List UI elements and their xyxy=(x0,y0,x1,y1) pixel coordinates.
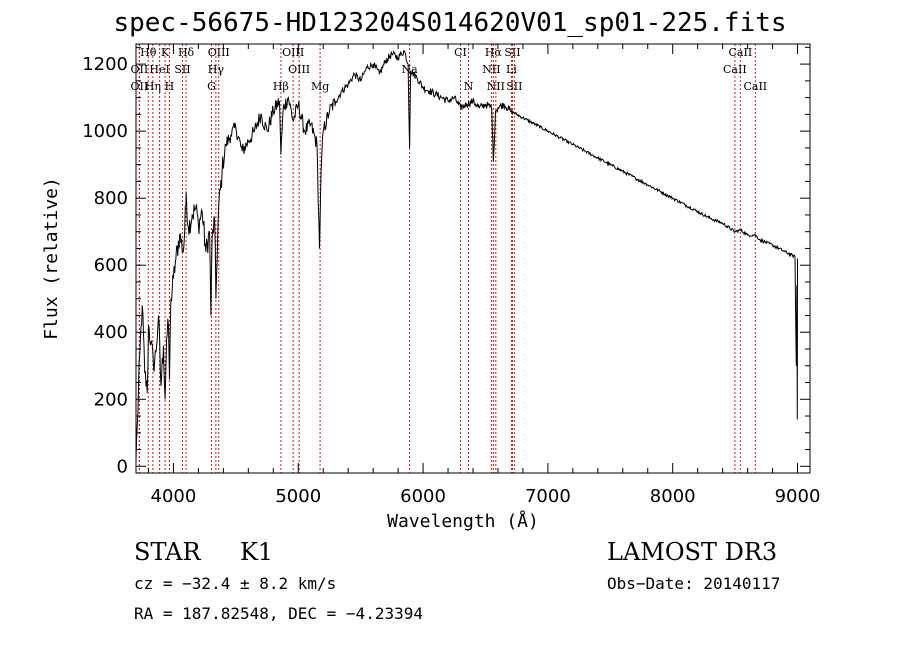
spectral-line-label: N xyxy=(464,80,474,93)
series-layer xyxy=(135,49,798,460)
spectral-line-label: Hγ xyxy=(208,63,225,76)
spectral-line-label: NII xyxy=(482,63,500,76)
spectral-line-label: CaII xyxy=(723,63,747,76)
y-tick-label: 1000 xyxy=(82,121,128,142)
spectral-line-label: Hα xyxy=(485,46,503,59)
x-tick-label: 5000 xyxy=(275,486,321,507)
spectral-line-label: OIII xyxy=(288,63,310,76)
spectral-line-label: NII xyxy=(487,80,505,93)
y-tick-label: 600 xyxy=(94,255,128,276)
spectral-line-label: Na xyxy=(402,63,419,76)
axes-layer: 4000 5000 6000 7000 8000 9000 0 200 400 600 800 100… xyxy=(41,43,821,532)
survey-name: LAMOST DR3 xyxy=(607,538,778,566)
obs-date: Obs−Date: 20140117 xyxy=(607,574,781,593)
spectral-line-label: Hη xyxy=(145,80,161,93)
spectral-line-label: SII xyxy=(504,46,520,59)
y-tick-label: 800 xyxy=(94,188,128,209)
spectral-line-label: K xyxy=(161,46,170,59)
spectral-line-label: HeI xyxy=(149,63,169,76)
spectral-line-label: CI xyxy=(454,46,467,59)
coordinates: RA = 187.82548, DEC = −4.23394 xyxy=(134,604,423,623)
object-class: STAR xyxy=(134,538,201,566)
spectral-line-label: Hθ xyxy=(140,46,157,59)
y-axis-label: Flux (relative) xyxy=(41,177,62,340)
redshift-cz: cz = −32.4 ± 8.2 km/s xyxy=(134,574,337,593)
plot-frame xyxy=(135,43,811,474)
spectral-line-label: OIII xyxy=(208,46,230,59)
spectral-line-label: SII xyxy=(174,63,190,76)
spectrum-series-line xyxy=(135,49,798,460)
x-axis-label: Wavelength (Å) xyxy=(387,510,539,532)
spectral-line-label: G xyxy=(207,80,216,93)
x-tick-label: 4000 xyxy=(151,486,197,507)
spectral-line-label: Mg xyxy=(311,80,329,93)
spectral-line-label: Hδ xyxy=(178,46,195,59)
y-tick-label: 200 xyxy=(94,389,128,410)
chart-title: spec-56675-HD123204S014620V01_sp01-225.f… xyxy=(113,8,787,38)
spectral-line-label: Li xyxy=(506,63,517,76)
spectral-line-label: CaII xyxy=(729,46,753,59)
x-tick-label: 7000 xyxy=(525,486,571,507)
spectral-line-label: OII xyxy=(131,80,149,93)
object-subclass: K1 xyxy=(240,538,274,566)
x-tick-label: 6000 xyxy=(400,486,446,507)
y-tick-label: 1200 xyxy=(82,54,128,75)
spectral-lines-layer xyxy=(138,44,756,473)
spectral-line-label: Hβ xyxy=(273,80,289,93)
spectral-line-label: SII xyxy=(506,80,522,93)
spectral-line-label: H xyxy=(165,80,175,93)
spectral-line-label: OII xyxy=(131,63,149,76)
x-tick-label: 9000 xyxy=(775,486,821,507)
x-tick-label: 8000 xyxy=(650,486,696,507)
y-tick-label: 400 xyxy=(94,322,128,343)
spectral-line-label: CaII xyxy=(743,80,767,93)
y-tick-label: 0 xyxy=(117,456,128,477)
spectral-line-label: OIII xyxy=(282,46,304,59)
